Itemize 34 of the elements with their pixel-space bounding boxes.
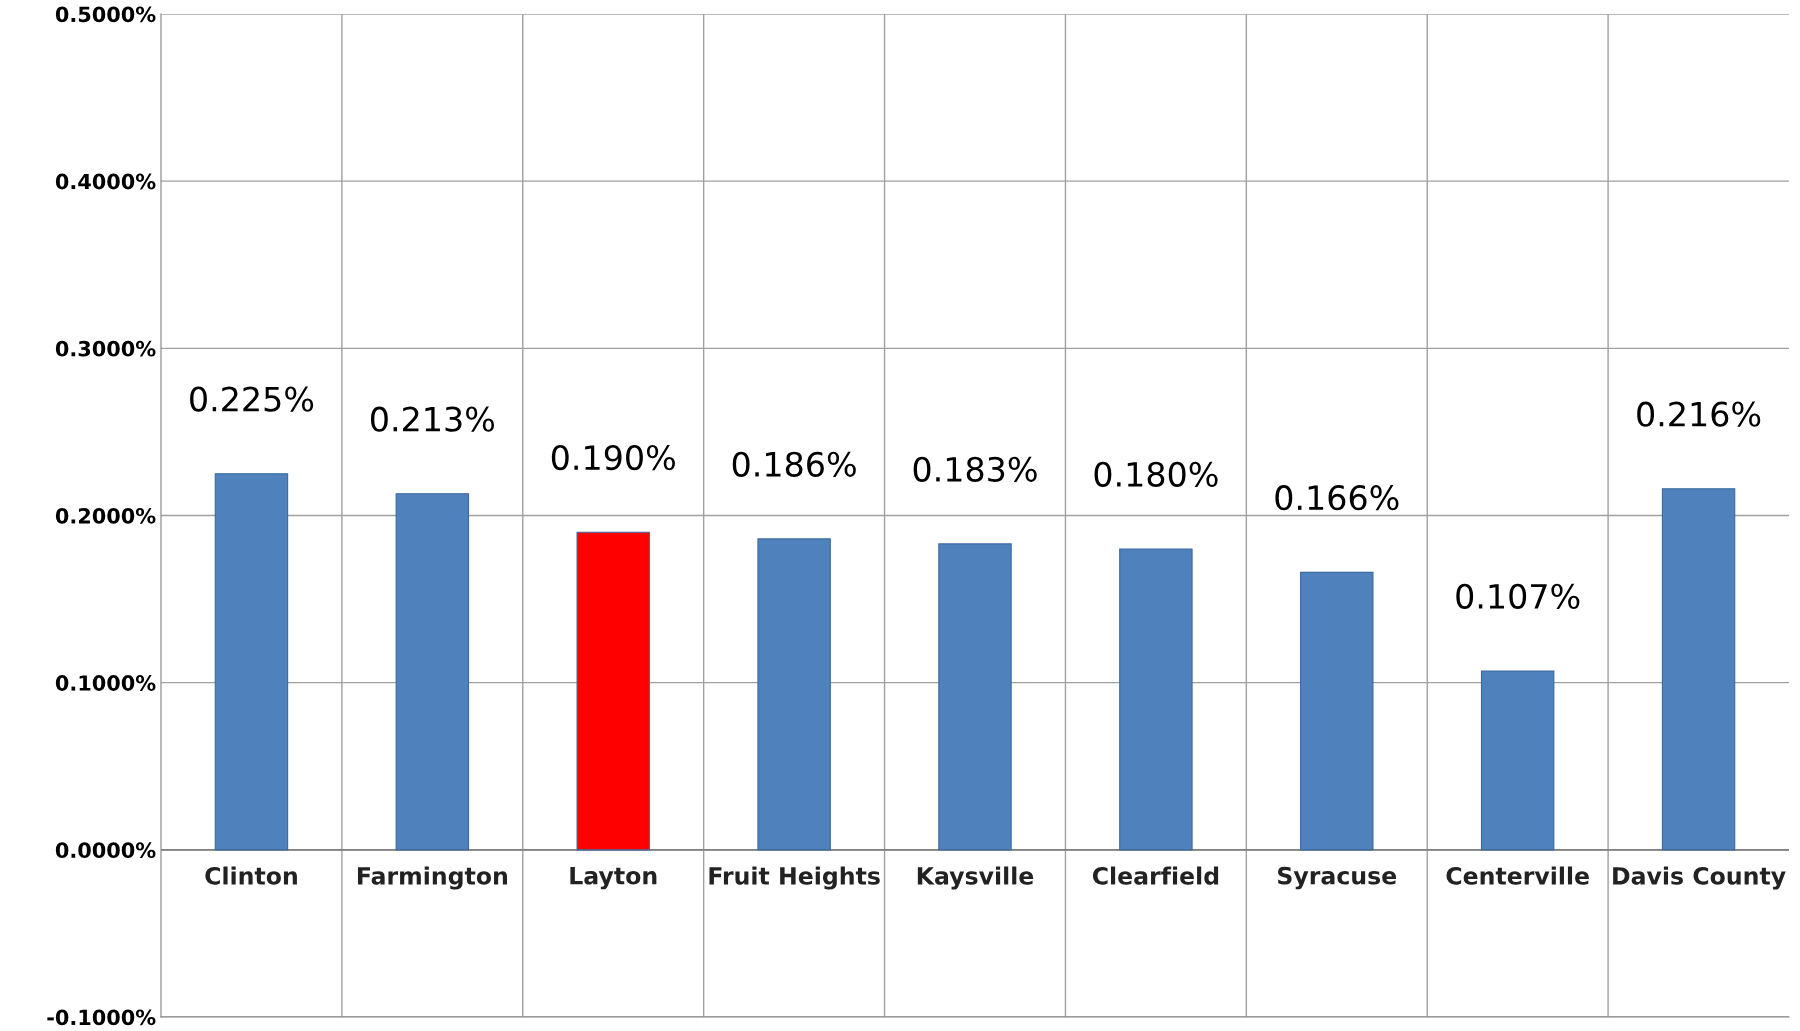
bar bbox=[938, 543, 1012, 851]
x-tick-label: Layton bbox=[570, 867, 657, 890]
data-label: 0.107% bbox=[1456, 583, 1580, 609]
x-tick-label: Clinton bbox=[205, 866, 297, 885]
data-label: 0.190% bbox=[551, 444, 675, 471]
bar bbox=[395, 493, 470, 851]
data-label: 0.183% bbox=[913, 456, 1037, 482]
data-label: 0.180% bbox=[1094, 461, 1218, 487]
data-label: 0.186% bbox=[732, 451, 856, 477]
data-label: 0.213% bbox=[370, 406, 495, 432]
bar bbox=[1661, 488, 1736, 851]
bar bbox=[1300, 571, 1374, 851]
y-tick-label: 0.4000% bbox=[55, 173, 156, 190]
x-tick-label: Fruit Heights bbox=[709, 866, 880, 890]
y-tick-label: 0.0000% bbox=[55, 842, 156, 859]
y-tick-label: 0.3000% bbox=[55, 340, 156, 357]
x-tick-label: Davis County bbox=[1613, 866, 1786, 890]
y-tick-label: 0.2000% bbox=[55, 507, 156, 524]
bar bbox=[1119, 548, 1193, 851]
x-tick-label: Centerville bbox=[1446, 866, 1589, 885]
bar bbox=[1480, 670, 1555, 851]
data-label: 0.225% bbox=[190, 386, 314, 412]
data-label: 0.216% bbox=[1637, 401, 1761, 427]
y-tick-label: 0.5000% bbox=[55, 6, 156, 23]
bar bbox=[214, 473, 289, 851]
data-label: 0.166% bbox=[1275, 485, 1399, 511]
x-tick-label: Farmington bbox=[357, 866, 508, 890]
x-tick-label: Syracuse bbox=[1278, 866, 1397, 890]
x-tick-label: Kaysville bbox=[917, 866, 1034, 890]
y-tick-label: -0.1000% bbox=[47, 1009, 156, 1026]
bar bbox=[576, 531, 650, 851]
y-tick-label: 0.1000% bbox=[55, 675, 156, 691]
bar bbox=[757, 538, 831, 851]
x-tick-label: Clearfield bbox=[1092, 866, 1219, 885]
